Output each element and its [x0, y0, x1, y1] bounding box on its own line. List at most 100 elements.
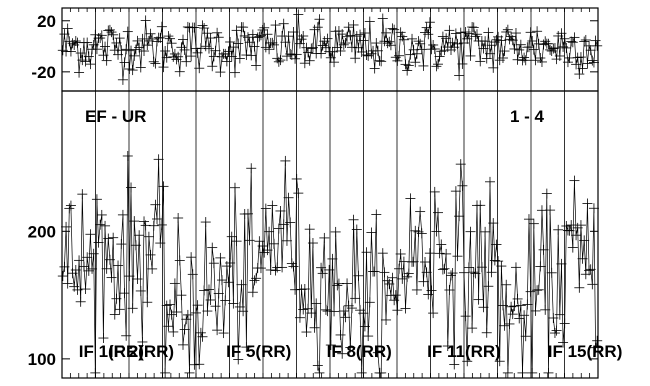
if-label: IF 5(RR) — [226, 342, 291, 361]
data-point — [91, 194, 102, 205]
data-point — [377, 248, 388, 259]
data-point — [372, 45, 383, 56]
data-point — [431, 226, 442, 237]
data-point — [225, 36, 236, 47]
data-point — [129, 50, 140, 61]
data-point — [424, 248, 435, 259]
data-point — [322, 33, 333, 44]
data-point — [62, 278, 73, 289]
data-point — [77, 189, 88, 200]
data-point — [489, 37, 500, 48]
data-point — [434, 51, 445, 62]
data-point — [449, 359, 460, 370]
if-label: IF 15(RR) — [548, 342, 623, 361]
data-point — [100, 41, 111, 52]
data-point — [262, 245, 273, 256]
data-point — [457, 58, 468, 69]
data-point — [407, 33, 418, 44]
y-tick-label: 100 — [28, 350, 56, 369]
data-point — [208, 258, 219, 269]
data-point — [182, 309, 193, 320]
data-point — [119, 288, 130, 299]
data-point — [246, 50, 257, 61]
data-point — [306, 43, 317, 54]
data-point — [501, 279, 512, 290]
data-point — [273, 56, 284, 67]
data-point — [501, 26, 512, 37]
data-point — [442, 341, 453, 352]
data-point — [497, 300, 508, 311]
data-point — [78, 261, 89, 272]
data-point — [182, 21, 193, 32]
data-point — [208, 51, 219, 62]
data-point — [543, 38, 554, 49]
data-point — [424, 17, 435, 28]
data-point — [535, 261, 546, 272]
data-point — [363, 331, 374, 342]
data-point — [592, 40, 603, 51]
data-point — [532, 26, 543, 37]
data-point — [408, 256, 419, 267]
data-point — [155, 238, 166, 249]
data-point — [197, 20, 208, 31]
data-point — [428, 308, 439, 319]
data-point — [98, 333, 109, 344]
if-label: IF 1(RR) — [79, 342, 144, 361]
data-point — [203, 284, 214, 295]
data-point — [415, 38, 426, 49]
data-point — [346, 42, 357, 53]
correlation-label: 1 - 4 — [510, 107, 545, 126]
data-point — [366, 48, 377, 59]
data-point — [541, 188, 552, 199]
data-point — [215, 252, 226, 263]
data-point — [446, 270, 457, 281]
data-point — [592, 335, 603, 346]
data-point — [160, 45, 171, 56]
data-point — [525, 27, 536, 38]
data-point — [130, 240, 141, 251]
data-point — [215, 67, 226, 78]
data-point — [306, 308, 317, 319]
data-point — [389, 24, 400, 35]
data-point — [140, 15, 151, 26]
data-point — [387, 272, 398, 283]
data-point — [255, 263, 266, 274]
data-point — [156, 21, 167, 32]
data-point — [496, 35, 507, 46]
data-point — [520, 55, 531, 66]
data-point — [381, 27, 392, 38]
data-point — [153, 154, 164, 165]
data-point — [590, 342, 601, 353]
y-tick-label: 20 — [37, 12, 56, 31]
data-point — [236, 279, 247, 290]
data-point — [267, 37, 278, 48]
data-point — [554, 309, 565, 320]
data-point — [535, 53, 546, 64]
data-point — [523, 42, 534, 53]
data-point — [114, 304, 125, 315]
data-point — [371, 209, 382, 220]
data-point — [484, 176, 495, 187]
data-point — [116, 45, 127, 56]
data-point — [312, 360, 323, 371]
data-point — [342, 278, 353, 289]
data-point — [74, 67, 85, 78]
data-point — [70, 264, 81, 275]
data-point — [221, 56, 232, 67]
if-boundaries — [61, 8, 599, 378]
data-point — [200, 217, 211, 228]
data-point — [101, 263, 112, 274]
data-point — [394, 50, 405, 61]
data-point — [213, 32, 224, 43]
data-point — [91, 44, 102, 55]
data-point — [179, 44, 190, 55]
data-point — [465, 50, 476, 61]
data-point — [121, 44, 132, 55]
data-point — [147, 33, 158, 44]
data-point — [265, 264, 276, 275]
data-point — [280, 37, 291, 48]
data-point — [351, 224, 362, 235]
data-point — [335, 45, 346, 56]
data-point — [447, 37, 458, 48]
data-point — [359, 28, 370, 39]
